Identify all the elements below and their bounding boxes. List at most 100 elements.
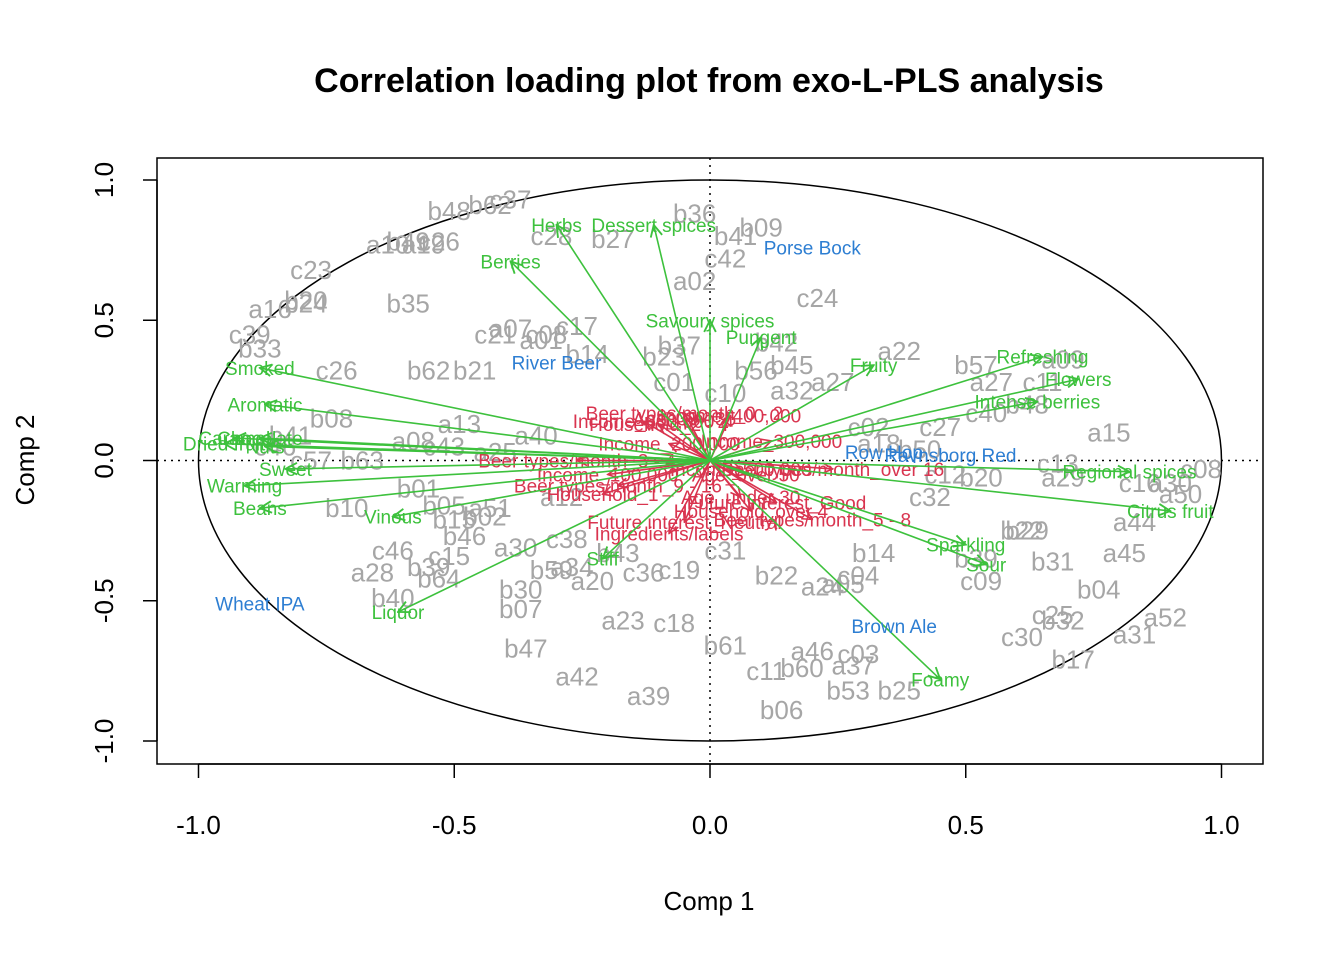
sample-point-label: a20 <box>571 566 614 596</box>
loading-vector-label: Beans <box>233 499 287 520</box>
loading-vector-label: Nuts <box>245 437 284 458</box>
sample-point-label: b57 <box>954 350 997 380</box>
loading-vector-label: Dried fruit <box>183 435 266 456</box>
unit-circle-layer <box>197 179 1223 742</box>
loading-vector-arrow <box>260 459 711 509</box>
sample-point-label: c39 <box>229 319 271 349</box>
loading-vector-label: Sour <box>966 555 1007 576</box>
sample-point-label: b06 <box>760 695 803 725</box>
loading-vector-arrow <box>603 459 711 495</box>
sample-point-label: b45 <box>770 350 813 380</box>
loading-vector-label: Beer types/month_5 - 8 <box>714 510 912 531</box>
loading-vector-arrow <box>669 460 711 534</box>
loading-vector-arrow <box>393 459 711 517</box>
sample-point-label: c25 <box>1032 600 1074 630</box>
loading-vector-label: Beer types/month_0 - 2 <box>586 404 784 425</box>
loading-vector-arrow <box>654 225 711 461</box>
sample-point-label: b56 <box>734 356 777 386</box>
loading-vector-label: Berries <box>480 252 540 273</box>
loading-vector-label: Ingredients/labels <box>595 524 744 545</box>
loading-vector-label: Beer types/month_9 - 16 <box>514 477 722 498</box>
sample-point-label: c18 <box>653 608 695 638</box>
axes: -1.0 -0.5 0.0 0.5 1.0 -1.0 -0.5 0.0 0.5 1.0 <box>89 162 1240 840</box>
loading-vector-label: Income_400,000 <box>660 407 802 428</box>
loading-vector-arrow <box>511 261 711 462</box>
sample-point-label: b22 <box>1000 516 1043 546</box>
beer-point-label: Porse Bock <box>764 238 862 259</box>
sample-point-label: c37 <box>490 185 532 215</box>
loading-vector-arrow <box>709 459 940 680</box>
sample-point-label: b02 <box>463 502 506 532</box>
loading-vector-label: Fruity <box>850 356 898 377</box>
beer-point-label: Ravnsborg Red <box>884 446 1016 467</box>
sample-point-label: b31 <box>1031 546 1074 576</box>
loading-vector-label: Household_1 <box>547 485 659 506</box>
sample-point-label: c38 <box>546 524 588 554</box>
loading-vector-label: Dessert spices <box>591 216 716 237</box>
y-axis-label: Comp 2 <box>10 414 40 505</box>
loading-vector-label: Future interest_Good <box>687 494 867 515</box>
sample-point-label: c19 <box>658 555 700 585</box>
sample-point-label: c15 <box>428 541 470 571</box>
y-tick-label: 1.0 <box>89 162 119 198</box>
loading-vector-arrow <box>709 402 1037 462</box>
sample-point-label: a02 <box>673 266 716 296</box>
beer-point-label: Wheat IPA <box>215 595 305 616</box>
sample-point-label: a24 <box>801 572 844 602</box>
loading-vector-arrow <box>709 337 761 461</box>
loading-vector-arrow <box>260 368 711 462</box>
sample-point-label: a16 <box>248 294 291 324</box>
beer-point-label: River Beer <box>512 353 602 374</box>
sample-point-label: a34 <box>550 552 593 582</box>
sample-point-label: b15 <box>433 504 476 534</box>
sample-point-label: b14 <box>566 339 609 369</box>
sample-point-label: c03 <box>837 639 879 669</box>
x-tick-label: -1.0 <box>176 810 221 840</box>
sample-point-label: a27 <box>811 367 854 397</box>
sample-point-label: b61 <box>704 631 747 661</box>
loading-vector-arrow <box>709 459 812 520</box>
sample-point-label: b27 <box>591 224 634 254</box>
sample-point-label: c04 <box>837 561 879 591</box>
sample-point-label: b01 <box>397 474 440 504</box>
loading-vector-label: Household_2 - 4 <box>589 415 729 436</box>
sample-point-label: c36 <box>623 558 665 588</box>
sample-point-label: c11 <box>746 656 786 686</box>
loading-vector-label: Sparkling <box>926 536 1005 557</box>
y-tick-label: 0.0 <box>89 442 119 478</box>
sample-point-label: b41 <box>714 221 757 251</box>
sample-point-label: c26 <box>418 227 460 257</box>
sample-point-label: c13 <box>1037 448 1079 478</box>
sample-point-label: c09 <box>960 566 1002 596</box>
sample-point-label: b08 <box>310 403 353 433</box>
loading-vector-arrow <box>557 225 711 461</box>
sample-point-label: b24 <box>284 288 327 318</box>
sample-point-label: a13 <box>438 409 481 439</box>
loading-vector-arrow <box>709 459 1129 472</box>
loading-vector-label: Flowers <box>1045 370 1112 391</box>
sample-point-label: b32 <box>1041 605 1084 635</box>
loading-vector-arrow <box>398 459 711 612</box>
sample-point-label: b07 <box>499 594 542 624</box>
sample-point-label: a44 <box>1113 507 1156 537</box>
loading-vector-label: Foamy <box>911 670 970 691</box>
y-tick-label: -1.0 <box>89 719 119 764</box>
sample-point-label: b49 <box>387 227 430 257</box>
x-tick-label: 0.5 <box>948 810 984 840</box>
sample-point-label: a09 <box>1041 345 1084 375</box>
loading-vector-arrow <box>659 424 711 462</box>
chart-title: Correlation loading plot from exo-L-PLS … <box>314 62 1104 100</box>
loading-vector-label: Liquor <box>372 603 425 624</box>
sample-point-label: a07 <box>489 314 532 344</box>
loading-vector-arrow <box>709 365 874 462</box>
sample-point-label: b04 <box>1077 575 1120 605</box>
x-tick-label: 1.0 <box>1203 810 1239 840</box>
sample-point-label: a32 <box>770 375 813 405</box>
sample-point-label: a23 <box>601 605 644 635</box>
sample-point-label: a10 <box>366 230 409 260</box>
sample-point-label: a01 <box>520 325 563 355</box>
loading-vector-label: Stiff <box>586 550 619 571</box>
sample-point-label: a46 <box>791 636 834 666</box>
loading-vector-label: Income_600,000 <box>573 412 715 433</box>
